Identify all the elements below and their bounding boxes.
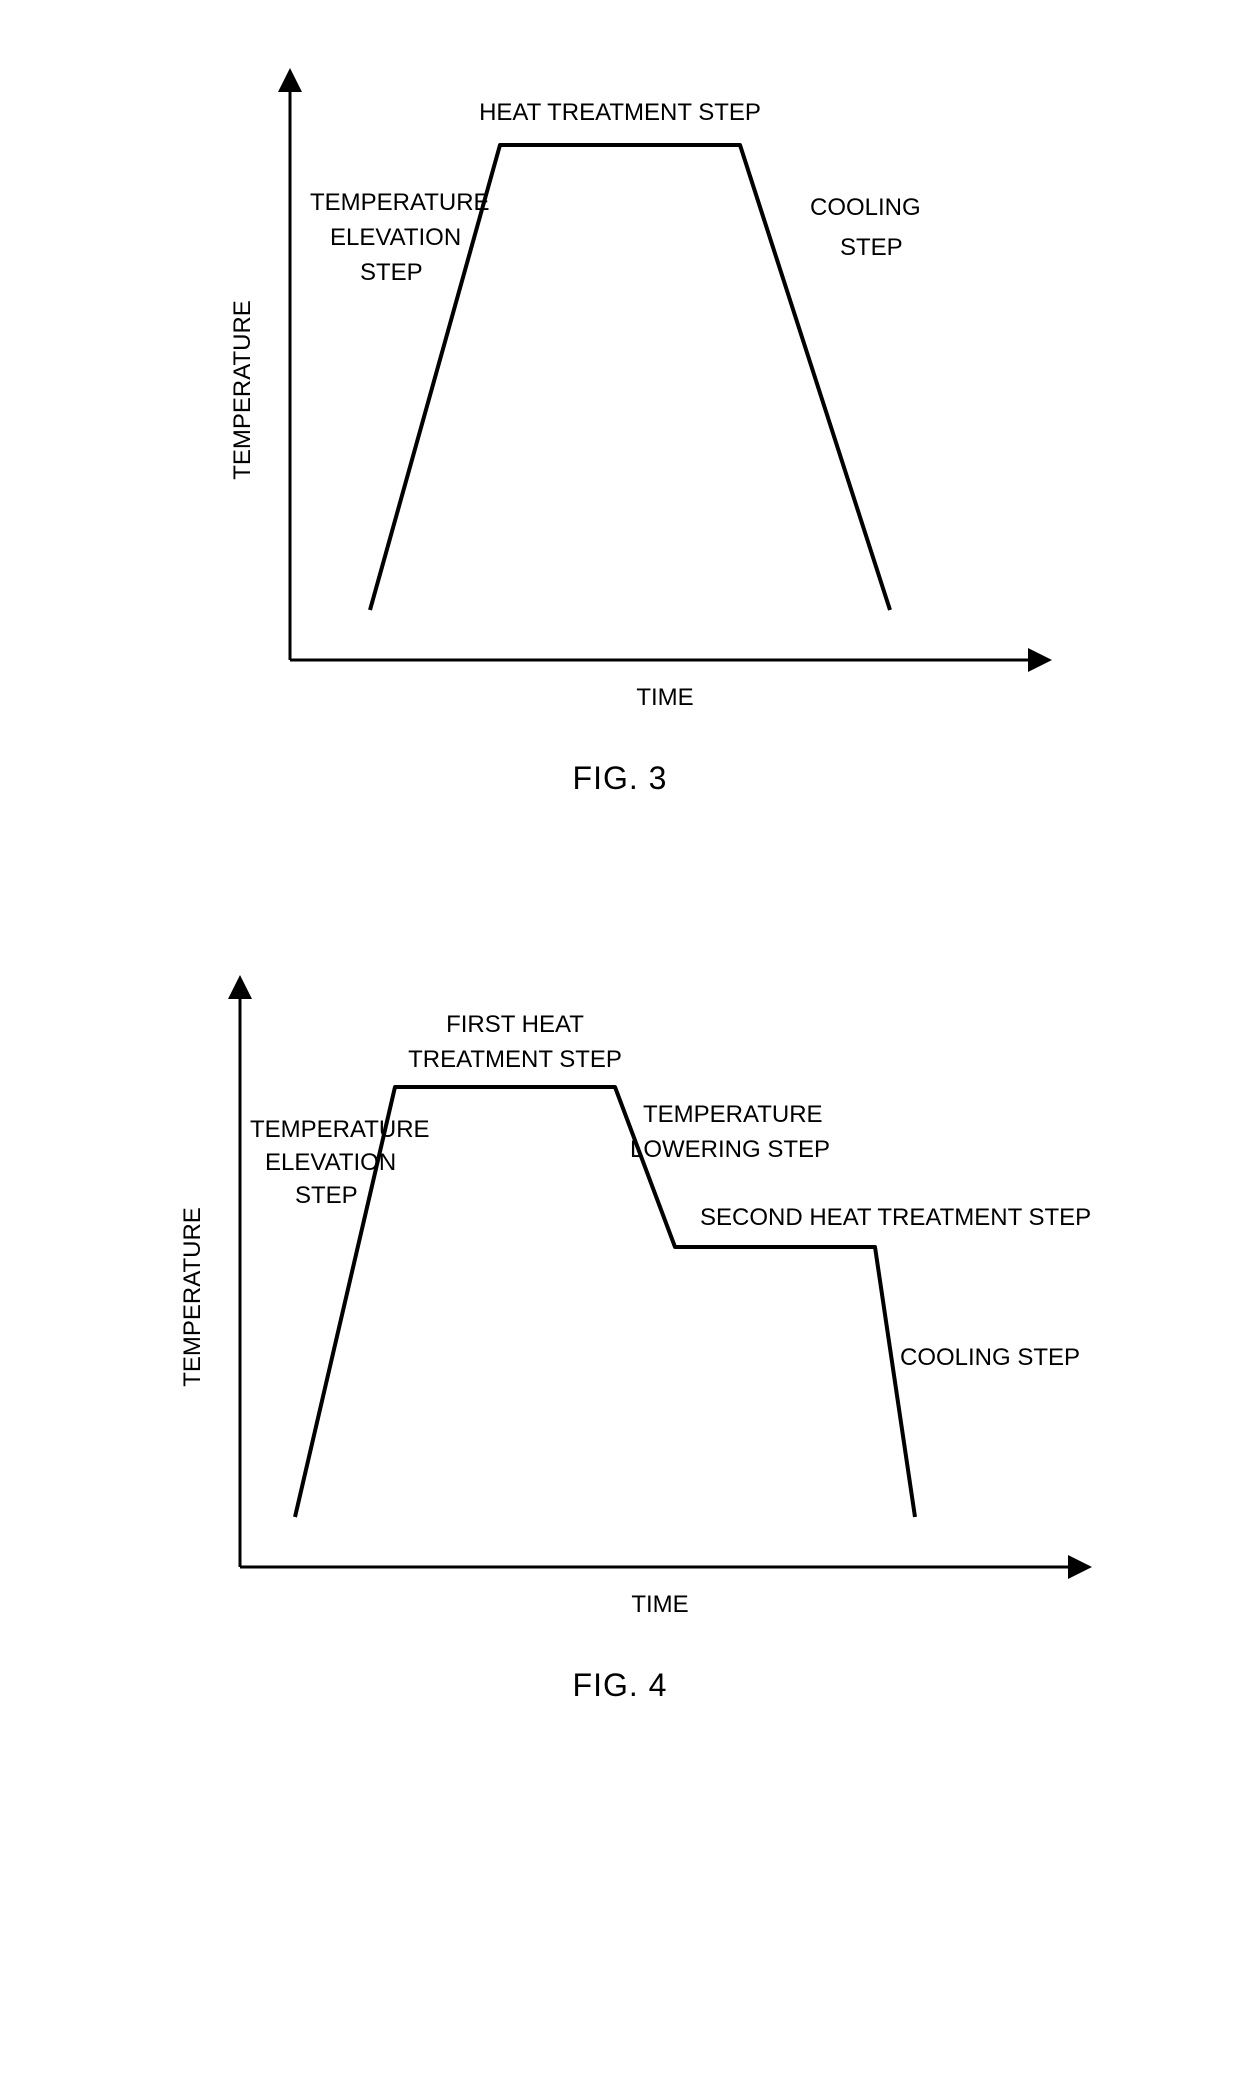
step-label: SECOND HEAT TREATMENT STEP [700,1204,1091,1231]
fig3-step-labels: HEAT TREATMENT STEP TEMPERATURE ELEVATION S… [310,99,921,286]
step-label: TREATMENT STEP [408,1046,622,1073]
fig3-svg: TIME TEMPERATURE HEAT TREATMENT STEP TEMP… [170,40,1070,740]
step-label: TEMPERATURE [250,1116,430,1143]
step-label: TEMPERATURE [310,189,490,216]
fig4-x-axis-label: TIME [631,1591,688,1618]
fig4-svg: TIME TEMPERATURE FIRST HEAT TREATMENT STE… [120,947,1120,1647]
step-label: STEP [840,234,903,261]
fig4-y-axis-label: TEMPERATURE [179,1207,206,1387]
step-label: STEP [360,259,423,286]
step-label: LOWERING STEP [630,1136,830,1163]
step-label: ELEVATION [330,224,461,251]
fig3-y-axis-label: TEMPERATURE [229,300,256,480]
fig4-caption: FIG. 4 [0,1667,1240,1704]
figure-4: TIME TEMPERATURE FIRST HEAT TREATMENT STE… [0,947,1240,1704]
step-label: ELEVATION [265,1149,396,1176]
step-label: COOLING [810,194,921,221]
step-label: TEMPERATURE [643,1101,823,1128]
fig3-caption: FIG. 3 [0,760,1240,797]
figure-3: TIME TEMPERATURE HEAT TREATMENT STEP TEMP… [0,0,1240,797]
step-label: FIRST HEAT [446,1011,584,1038]
step-label: STEP [295,1182,358,1209]
step-label: HEAT TREATMENT STEP [479,99,761,126]
step-label: COOLING STEP [900,1344,1080,1371]
fig4-step-labels: FIRST HEAT TREATMENT STEP TEMPERATURE ELEVA… [250,1011,1091,1371]
fig3-x-axis-label: TIME [636,684,693,711]
